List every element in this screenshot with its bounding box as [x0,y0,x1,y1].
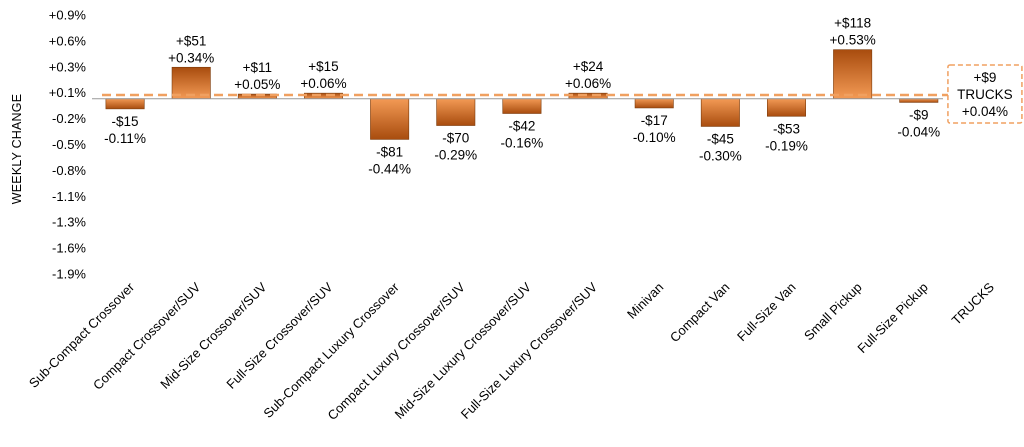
data-label-dollar: +$118 [834,16,871,31]
data-label-dollar: +$15 [308,59,338,74]
data-label-percent: -0.04% [897,124,940,139]
trucks-summary-label: +$9 [973,70,996,85]
bar [436,98,476,126]
x-category-label: Small Pickup [801,280,865,344]
x-category-label: Full-Size Crossover/SUV [223,279,335,391]
data-label-percent: -0.44% [368,161,411,176]
data-label-dollar: -$53 [773,121,800,136]
data-label-dollar: -$15 [112,114,139,129]
data-label-dollar: -$42 [508,119,535,134]
data-label-dollar: +$24 [573,59,604,74]
y-tick-label: -0.5% [52,137,86,152]
data-label-dollar: -$81 [376,144,403,159]
bar [833,49,873,100]
x-category-label: Full-Size Pickup [854,280,931,357]
trucks-summary-label: TRUCKS [957,87,1013,102]
x-category-label: Mid-Size Luxury Crossover/SUV [392,279,535,422]
x-category-label: Sub-Compact Luxury Crossover [260,279,402,421]
data-label-percent: +0.06% [565,76,611,91]
bar [304,92,343,100]
trucks-summary-label: +0.04% [962,104,1008,119]
y-axis-title: WEEKLY CHANGE [10,94,24,205]
data-label-dollar: -$45 [707,131,734,146]
data-label-percent: +0.34% [168,50,214,65]
data-label-percent: +0.06% [300,76,346,91]
data-label-dollar: -$70 [442,131,469,146]
y-tick-label: +0.6% [49,33,87,48]
bar [700,98,740,127]
y-tick-label: -1.6% [52,241,86,256]
x-category-label: Compact Crossover/SUV [90,279,204,393]
data-label-percent: +0.05% [234,77,280,92]
data-label-percent: +0.53% [830,33,876,48]
y-tick-label: -1.9% [52,267,86,282]
data-label-percent: -0.30% [699,148,742,163]
data-label-dollar: +$51 [176,33,206,48]
bar [502,98,542,114]
x-category-label: Full-Size Van [734,280,799,345]
data-label-dollar: +$11 [243,60,272,75]
x-category-label: Full-Size Luxury Crossover/SUV [458,279,601,422]
data-label-percent: -0.10% [633,130,676,145]
y-tick-label: +0.3% [49,59,87,74]
x-category-label: TRUCKS [949,279,998,328]
bar [899,98,939,103]
y-tick-label: -1.1% [52,189,86,204]
bar [171,66,211,100]
y-tick-label: +0.9% [49,8,87,23]
bar [370,98,410,140]
y-tick-label: -0.8% [52,163,86,178]
x-category-label: Sub-Compact Crossover [26,279,138,391]
data-label-percent: -0.11% [104,131,146,146]
data-label-dollar: -$9 [909,107,929,122]
bar [767,98,806,117]
x-category-label: Minivan [624,280,666,322]
x-category-label: Compact Luxury Crossover/SUV [324,279,468,423]
y-tick-label: +0.1% [49,85,87,100]
trucks-summary-box [947,64,1023,124]
bar [105,98,145,110]
data-label-percent: -0.19% [765,138,808,153]
y-tick-label: -1.3% [52,215,86,230]
data-label-dollar: -$17 [641,113,668,128]
data-label-percent: -0.16% [501,136,544,151]
bar [568,92,608,100]
data-label-percent: -0.29% [434,148,477,163]
x-category-label: Mid-Size Crossover/SUV [157,279,269,391]
plot-area: +0.9% +0.6% +0.3% +0.1% -0.2% -0.5% -0.8% -1.1%… [26,8,1023,423]
y-tick-label: -0.2% [52,111,86,126]
bar [634,98,674,109]
x-category-label: Compact Van [667,280,733,346]
